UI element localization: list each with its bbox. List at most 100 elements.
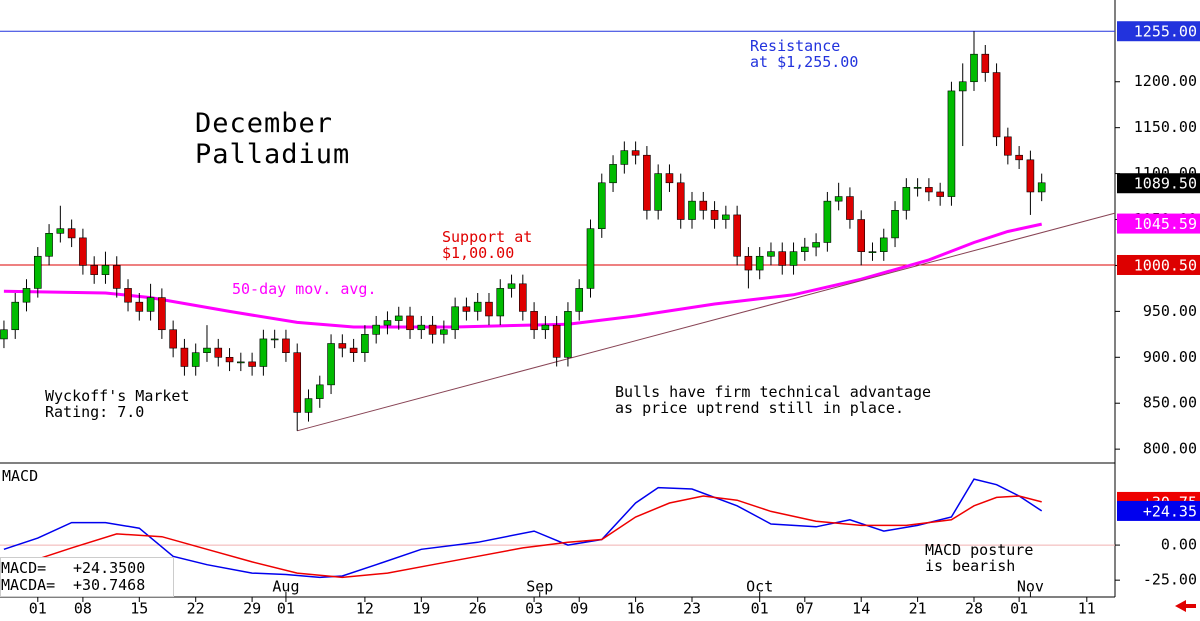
candle-body [586,228,595,289]
x-tick-label: 14 [852,600,870,618]
candle-body [981,53,990,73]
candle-body [857,219,866,252]
value-box [1117,500,1200,521]
y-tick-label: 850.00 [1143,394,1197,412]
value-box-label: +24.35 [1143,502,1197,520]
y-tick-label: 950.00 [1143,302,1197,320]
readout-name: MACDA= [1,576,56,594]
candle-body [575,288,584,312]
candle-body [823,200,832,243]
price-box [1117,21,1200,42]
annotation: Bulls have firm technical advantage as p… [615,383,932,417]
candle-body [11,301,20,331]
x-tick-label: 07 [796,600,814,618]
candle-body [0,329,8,340]
candle-body [767,251,775,257]
annotation: Support at $1,00.00 [442,228,533,262]
x-tick-label: 22 [187,600,205,618]
candle-body [293,352,302,413]
month-label: Sep [526,578,553,596]
candle-body [214,347,223,358]
candle-body [237,361,245,364]
y-tick-label: 800.00 [1143,440,1197,458]
candle-body [158,297,166,331]
candle-body [992,72,1001,138]
candle-body [304,398,313,413]
candle-body [79,237,87,266]
candle-body [812,242,820,248]
candle-body [349,347,358,353]
candle-body [90,265,98,275]
candle-body [507,283,516,289]
candle-body [879,237,888,252]
candle-body [789,251,798,266]
candle-body [688,200,696,220]
candle-body [722,214,730,220]
candle-body [868,251,877,253]
candle-body [473,301,482,312]
candle-body [552,324,561,358]
candle-body [56,228,65,234]
month-label: Oct [746,578,773,596]
readout-value: +24.3500 [73,559,146,577]
candle-body [282,338,290,353]
candle-body [496,288,505,317]
candle-body [315,384,324,399]
line [297,212,1116,432]
candle-body [1015,154,1023,161]
candle-body [440,329,448,335]
y-tick-label: -25.00 [1143,571,1197,589]
annotation: Resistance at $1,255.00 [750,37,859,71]
candle-body [33,255,42,289]
price-box-label: 1000.50 [1134,256,1197,274]
candle-body [710,210,719,220]
annotation: MACD posture is bearish [925,541,1034,575]
candle-body [1026,159,1035,193]
month-label: Nov [1017,578,1044,596]
chart-title: December Palladium [195,108,351,170]
price-box-label: 1089.50 [1134,175,1197,193]
scroll-arrow[interactable] [1175,600,1196,612]
candle-body [225,356,234,363]
y-tick-label: 900.00 [1143,348,1197,366]
candle-body [417,324,426,331]
x-tick-label: 01 [29,600,47,618]
candle-body [169,329,177,349]
readout-box: MACD= +24.3500 MACDA= +30.7468 [0,557,174,597]
candle-body [180,347,189,367]
candle-body [925,187,933,193]
candle-body [406,315,414,331]
annotation: Wyckoff's Market Rating: 7.0 [45,387,190,421]
x-tick-label: 08 [74,600,92,618]
x-tick-label: 28 [965,600,983,618]
candle-body [597,182,606,230]
candle-body [338,343,347,349]
candle-body [676,182,685,220]
candle-body [643,154,651,211]
candle-body [733,214,741,257]
candle-body [45,232,53,257]
x-tick-label: 12 [356,600,374,618]
candle-body [462,306,471,312]
candle-body [564,311,572,358]
readout-name: MACD= [1,559,47,577]
month-label: Aug [272,578,299,596]
candle-body [609,164,617,184]
x-tick-label: 29 [243,600,261,618]
candle-body [631,150,640,156]
candle-body [530,311,538,331]
candle-body [958,81,967,92]
candle-body [372,324,380,335]
candle-body [259,338,268,367]
line [3,495,1042,579]
candle-body [778,251,787,266]
candle-body [654,173,662,211]
x-tick-label: 03 [525,600,543,618]
candle-body [124,288,132,303]
x-tick-label: 01 [1010,600,1028,618]
candle-body [970,53,978,83]
x-tick-label: 26 [469,600,487,618]
candle-body [146,297,155,312]
